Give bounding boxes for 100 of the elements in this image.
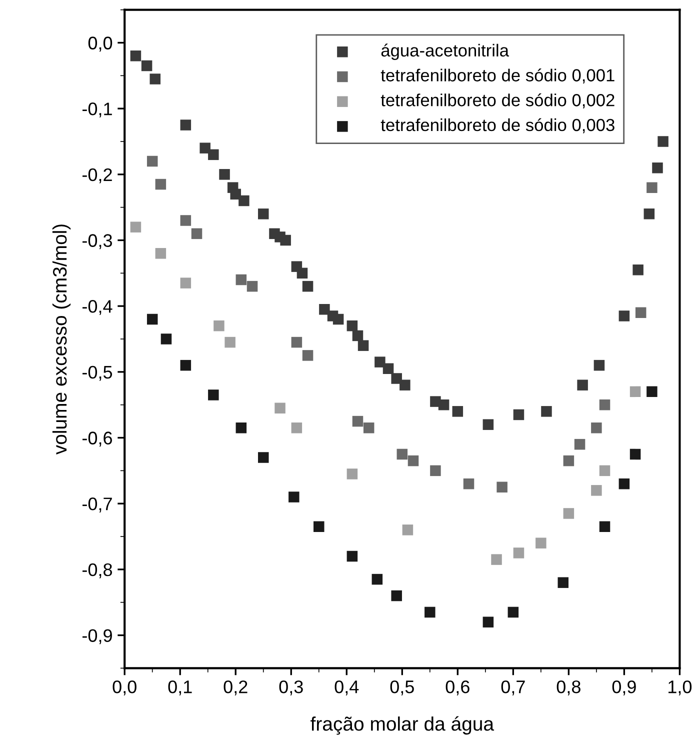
point	[652, 162, 663, 174]
point	[391, 590, 402, 602]
x-tick-label: 0,9	[612, 680, 636, 696]
point	[219, 169, 230, 180]
point	[291, 336, 302, 348]
point	[296, 268, 308, 279]
point	[191, 228, 202, 240]
x-tick-label: 0,3	[279, 680, 303, 696]
legend-label: água-acetonitrila	[381, 44, 509, 60]
point	[372, 574, 383, 585]
point	[363, 422, 374, 434]
point	[644, 208, 655, 220]
point	[574, 438, 586, 450]
point	[150, 74, 161, 84]
point	[180, 278, 192, 288]
point	[258, 452, 269, 463]
y-tick-label: -0,3	[82, 234, 112, 250]
point	[302, 280, 314, 292]
point	[246, 280, 258, 292]
point	[646, 182, 658, 193]
point	[513, 409, 524, 420]
point	[496, 482, 508, 493]
point	[332, 314, 344, 325]
point	[141, 60, 152, 72]
point	[314, 521, 324, 532]
point	[291, 422, 302, 434]
point	[408, 455, 419, 466]
x-tick-label: 0,1	[168, 680, 192, 696]
point	[346, 320, 358, 332]
point	[146, 156, 158, 167]
point	[541, 406, 552, 417]
point	[482, 616, 494, 628]
x-tick-label: 0,6	[446, 680, 470, 696]
point	[646, 386, 658, 398]
point	[346, 550, 358, 562]
point	[563, 455, 574, 466]
point	[563, 508, 574, 519]
point	[302, 350, 314, 361]
point	[358, 340, 369, 351]
point	[508, 606, 519, 618]
point	[452, 406, 464, 417]
y-tick-label: -0,9	[82, 629, 112, 644]
legend-label: tetrafenilboreto de sódio 0,002	[380, 93, 614, 108]
point	[214, 320, 224, 332]
x-tick-label: 0,5	[390, 680, 414, 696]
point	[658, 136, 668, 147]
point	[352, 330, 364, 342]
point	[238, 195, 250, 206]
point	[635, 307, 646, 318]
point	[130, 222, 142, 232]
point	[180, 120, 192, 130]
point	[463, 478, 474, 490]
x-axis-title: fração molar da água	[310, 716, 494, 735]
point	[208, 390, 219, 400]
y-tick-label: -0,8	[82, 563, 112, 578]
point	[618, 310, 630, 322]
point	[482, 419, 494, 430]
point	[155, 248, 166, 259]
point	[346, 468, 358, 480]
point	[352, 416, 364, 427]
point	[382, 363, 394, 374]
y-axis-title: volume excesso (cm3/mol)	[52, 224, 71, 455]
legend-label: tetrafenilboreto de sódio 0,001	[380, 68, 614, 84]
point	[280, 234, 291, 246]
legend-label: tetrafenilboreto de sódio 0,003	[380, 118, 614, 134]
x-tick-label: 0,2	[224, 680, 248, 696]
x-tick-label: 0,0	[112, 680, 136, 696]
x-tick-label: 0,8	[556, 680, 580, 696]
x-tick-label: 1,0	[668, 680, 692, 696]
point	[591, 485, 602, 496]
point	[200, 142, 210, 154]
point	[155, 178, 166, 190]
point	[236, 274, 247, 286]
x-tick-label: 0,7	[501, 680, 525, 696]
point	[130, 50, 142, 62]
point	[594, 360, 605, 371]
point	[513, 548, 524, 558]
point	[424, 606, 436, 618]
point	[180, 215, 192, 226]
y-tick-label: -0,7	[82, 498, 112, 512]
point	[491, 554, 502, 565]
point	[591, 422, 602, 434]
point	[288, 492, 300, 502]
point	[558, 577, 569, 588]
y-tick-label: -0,5	[82, 366, 112, 381]
point	[430, 465, 441, 476]
point	[374, 356, 386, 368]
point	[400, 380, 410, 390]
point	[146, 314, 158, 325]
point	[396, 448, 408, 460]
point	[599, 399, 610, 410]
point	[630, 448, 641, 460]
point	[230, 188, 241, 200]
point	[630, 386, 641, 398]
y-tick-label: -0,6	[82, 432, 112, 447]
point	[402, 524, 414, 536]
point	[599, 465, 610, 476]
point	[618, 478, 630, 490]
point	[319, 304, 330, 315]
point	[599, 521, 610, 532]
